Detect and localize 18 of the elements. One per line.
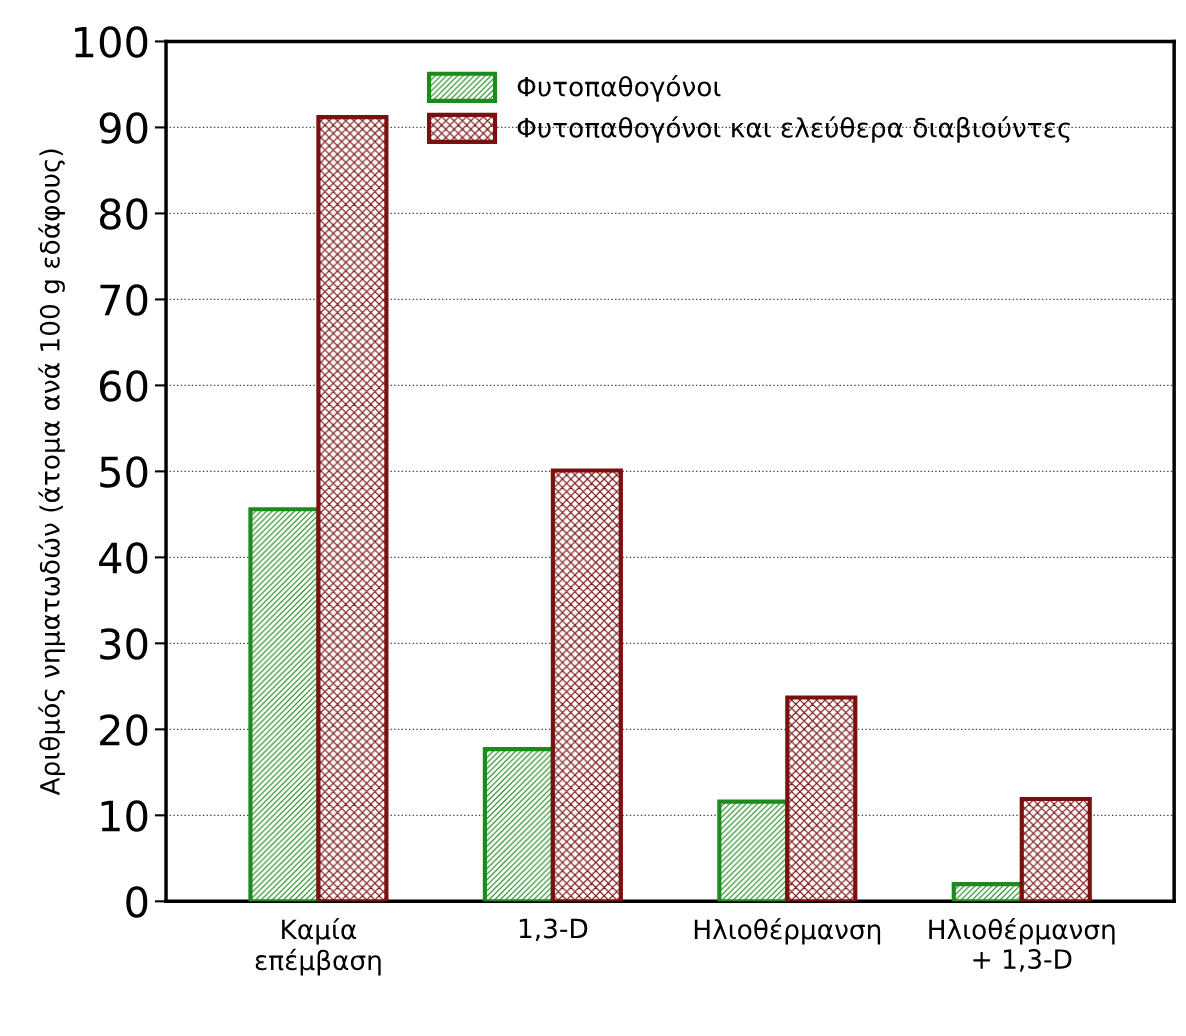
y-tick-label: 20 bbox=[100, 714, 148, 746]
legend-label: Φυτοπαθογόνοι και ελεύθερα διαβιούντες bbox=[517, 116, 1070, 143]
y-tick-label: 10 bbox=[101, 800, 148, 832]
x-tick-label: Ηλιοθέρμανση + 1,3-D bbox=[929, 917, 1115, 972]
y-tick-label: 90 bbox=[99, 112, 148, 144]
y-tick-label: 60 bbox=[99, 370, 148, 402]
x-tick-label: Καμία επέμβαση bbox=[255, 917, 381, 976]
y-tick-label: 80 bbox=[99, 198, 148, 230]
y-tick-label: 30 bbox=[100, 628, 148, 660]
legend-label: Φυτοπαθογόνοι bbox=[517, 75, 721, 102]
y-tick-label: 40 bbox=[99, 542, 148, 574]
y-tick-label: 0 bbox=[126, 886, 148, 918]
x-tick-label: 1,3-D bbox=[519, 918, 588, 942]
y-axis-title: Αριθμός νηματωδών (άτομα ανά 100 g εδάφους) bbox=[38, 149, 65, 796]
x-tick-label: Ηλιοθέρμανση bbox=[694, 917, 881, 945]
y-tick-label: 100 bbox=[75, 26, 148, 58]
y-tick-label: 70 bbox=[100, 284, 148, 316]
y-tick-label: 50 bbox=[100, 456, 148, 488]
